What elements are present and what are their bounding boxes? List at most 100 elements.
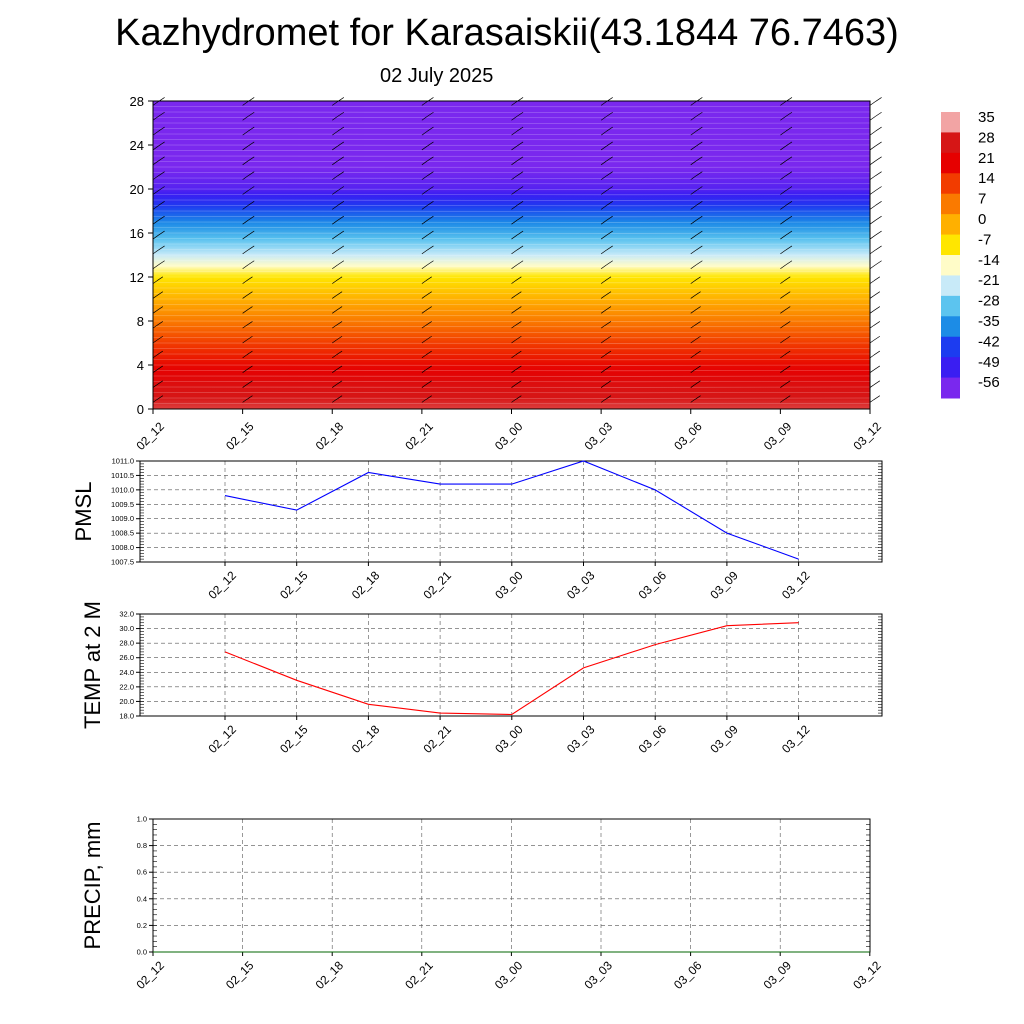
wind-barb [242,310,247,314]
wind-barb-feather [156,335,164,341]
colorbar-label: -28 [978,293,1000,310]
xtick-label: 03_09 [707,722,741,756]
wind-barb [332,280,337,284]
wind-barb-feather [248,215,255,221]
wind-barb [690,115,697,121]
wind-barb-feather [158,156,165,162]
wind-barb-feather [516,126,524,132]
wind-barb [332,339,337,344]
wind-barb [869,249,876,255]
wind-barb [152,115,159,121]
wind-barb-feather [246,380,253,386]
wind-barb-feather [248,260,255,266]
wind-barb [869,115,876,121]
wind-barb [869,354,875,359]
wind-barb [780,325,785,329]
wind-barb [511,369,516,373]
wind-barb [421,101,428,106]
wind-barb-feather [335,291,343,296]
wind-barb [332,325,337,329]
colorbar-label: 7 [978,191,986,208]
xtick-label: 02_12 [133,958,167,992]
wind-barb [332,219,339,225]
wind-barb-feather [785,230,793,236]
colorbar-swatch [941,316,960,338]
wind-barb-feather [515,365,522,371]
wind-barb-feather [337,156,345,162]
wind-barb [152,190,159,195]
wind-barb [690,310,695,314]
wind-barb-feather [785,215,793,221]
wind-barb-feather [785,245,793,251]
xtick-label: 02_15 [223,958,257,992]
colorbar-swatch [941,214,960,236]
wind-barb [511,234,518,240]
wind-barb-feather [784,306,791,311]
wind-barb [511,130,518,136]
wind-barb-feather [784,276,791,282]
wind-barb-feather [335,350,343,356]
wind-barb [152,295,158,299]
wind-barb-feather [515,395,522,400]
wind-barb [152,354,158,359]
wind-barb-feather [427,111,434,117]
wind-barb-feather [516,230,524,236]
wind-barb [332,249,339,255]
wind-barb-feather [425,350,432,356]
colorbar-swatch [941,234,960,256]
wind-barb [600,354,606,359]
wind-barb-feather [875,97,882,102]
wind-barb [780,384,785,388]
temp2m-chart-series-line [224,622,799,716]
wind-barb-feather [606,171,613,176]
wind-barb [511,115,518,121]
wind-barb-feather [696,111,703,117]
wind-barb-feather [337,186,345,191]
wind-barb-feather [425,365,432,371]
wind-barb-feather [516,171,524,176]
ytick-label: 0.2 [137,921,147,930]
wind-barb-feather [516,186,524,191]
wind-barb [780,101,787,106]
wind-barb [600,264,607,270]
wind-barb-feather [425,380,432,386]
xtick-label: 03_06 [671,958,705,992]
wind-barb [780,369,785,373]
wind-barb-feather [248,245,255,251]
wind-barb [421,369,426,373]
wind-barb [690,219,697,225]
wind-barb [511,101,518,106]
wind-barb-feather [156,276,164,282]
temp2m-chart-grid [140,613,882,717]
chart1-xtick-label: 02_18 [313,419,347,453]
pmsl-chart-grid [140,460,882,563]
wind-barb [332,115,339,121]
wind-barb [690,369,695,373]
wind-barb [242,399,247,403]
wind-barb [780,145,787,151]
wind-barb-feather [694,321,701,326]
ytick-label: 0.6 [137,868,147,877]
xtick-label: 03_06 [636,568,670,602]
wind-barb [242,384,247,388]
wind-barb [332,130,339,136]
wind-barb-feather [156,365,164,371]
wind-barb-feather [337,141,345,147]
xtick-label: 03_09 [707,568,741,602]
wind-barb-feather [335,335,343,341]
wind-barb-feather [784,335,791,341]
wind-barb [600,190,607,195]
xtick-label: 02_12 [205,568,239,602]
wind-barb-feather [696,126,703,132]
wind-barb [690,160,697,166]
ytick-label: 1011.0 [112,457,134,466]
wind-barb [242,264,249,270]
wind-barb-feather [158,141,165,147]
wind-barb [869,190,876,195]
ytick-label: 1010.5 [111,471,134,480]
wind-barb [242,369,247,373]
chart1-ytick-label: 4 [137,358,144,373]
wind-barb [780,264,787,270]
wind-barb-feather [785,186,793,191]
wind-barb [421,205,428,210]
